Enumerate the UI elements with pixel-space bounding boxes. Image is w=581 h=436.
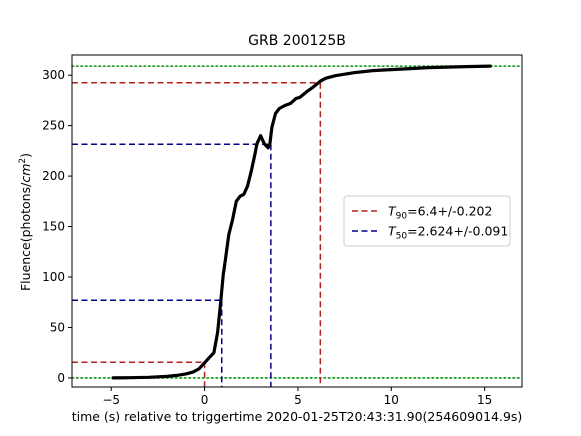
y-axis-label-unit: cm [18, 164, 33, 183]
y-tick-label: 50 [50, 320, 65, 334]
y-tick-label: 150 [42, 220, 65, 234]
y-tick-label: 300 [42, 68, 65, 82]
fluence-curve-0 [111, 64, 492, 380]
axes-frame [71, 54, 523, 388]
y-axis-label-main: Fluence(photons/ [18, 182, 33, 291]
y-axis-label: Fluence(photons/cm2) [18, 153, 33, 291]
x-axis-label: time (s) relative to triggertime 2020-01… [72, 409, 523, 424]
y-tick-label: 0 [57, 371, 65, 385]
y-tick-label: 250 [42, 119, 65, 133]
x-tick-label: −5 [102, 393, 120, 407]
legend-box [343, 195, 511, 247]
y-tick-label: 200 [42, 169, 65, 183]
chart-title: GRB 200125B [248, 33, 346, 49]
legend-label-1: T50=2.624+/-0.091 [388, 224, 508, 242]
y-axis-label-close: ) [18, 153, 33, 158]
y-tick-label: 100 [42, 270, 65, 284]
x-tick-label: 15 [477, 393, 492, 407]
legend-label-0: T90=6.4+/-0.202 [388, 204, 492, 222]
plot-area: −5 0 5 10 15050100150200250300T90=6.4+/-0.20… [42, 54, 523, 407]
x-tick-label: 0 [201, 393, 209, 407]
x-tick-label: 10 [384, 393, 399, 407]
y-axis-label-exp: 2 [18, 158, 28, 164]
x-tick-label: 5 [294, 393, 302, 407]
